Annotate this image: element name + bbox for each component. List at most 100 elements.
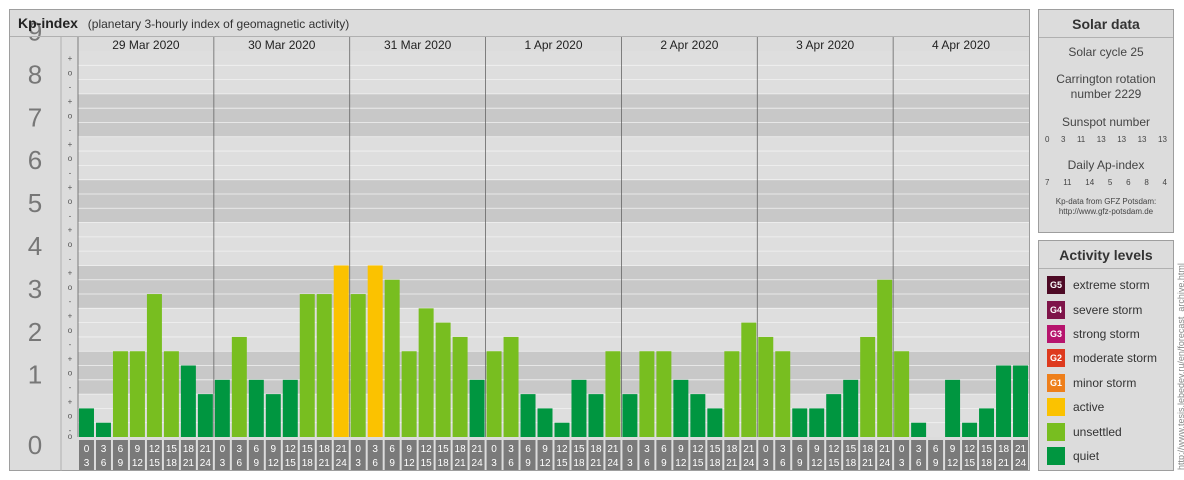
- interval-start-label: 12: [421, 444, 433, 455]
- kp-bar: [554, 422, 570, 437]
- kp-bar: [452, 336, 468, 437]
- interval-box: [401, 440, 417, 470]
- activity-level-item: unsettled: [1039, 419, 1173, 443]
- ap-index-value: 8: [1144, 178, 1149, 187]
- interval-box: [95, 440, 111, 470]
- kp-bar: [724, 351, 740, 437]
- interval-start-label: 6: [661, 444, 667, 455]
- interval-box: [214, 440, 230, 470]
- y-tick-label: 0: [28, 430, 42, 460]
- solar-cycle: Solar cycle 25: [1068, 45, 1144, 59]
- minor-tick-label: o: [68, 111, 73, 120]
- interval-start-label: 18: [726, 444, 738, 455]
- minor-tick-label: -: [69, 297, 72, 306]
- interval-start-label: 18: [998, 444, 1010, 455]
- interval-box: [894, 440, 910, 470]
- interval-box: [452, 440, 468, 470]
- interval-end-label: 6: [644, 458, 650, 469]
- interval-start-label: 9: [678, 444, 684, 455]
- activity-level-swatch: [1047, 422, 1065, 441]
- kp-index-panel: 0 1 2 3 4 5 6 7 8 9 + o - + o - + o - + o - + o - + o - + o - + o - + o - o 29…: [9, 9, 1030, 471]
- y-tick-label: 4: [28, 231, 42, 261]
- interval-box: [877, 440, 893, 470]
- interval-box: [469, 440, 485, 470]
- kp-bar: [197, 394, 213, 437]
- kp-bar: [299, 294, 315, 437]
- interval-end-label: 21: [455, 458, 467, 469]
- kp-bar: [639, 351, 655, 437]
- interval-box: [554, 440, 570, 470]
- interval-end-label: 18: [438, 458, 450, 469]
- interval-start-label: 15: [166, 444, 178, 455]
- kp-bar: [384, 279, 400, 437]
- interval-start-label: 9: [135, 444, 141, 455]
- interval-end-label: 15: [421, 458, 433, 469]
- interval-end-label: 6: [508, 458, 514, 469]
- interval-end-label: 24: [607, 458, 619, 469]
- interval-box: [928, 440, 944, 470]
- kp-bar: [418, 308, 434, 437]
- interval-end-label: 15: [149, 458, 161, 469]
- interval-box: [537, 440, 553, 470]
- interval-end-label: 18: [981, 458, 993, 469]
- interval-end-label: 18: [573, 458, 585, 469]
- interval-start-label: 21: [472, 444, 484, 455]
- interval-box: [571, 440, 587, 470]
- kp-bar: [350, 294, 366, 437]
- minor-tick-label: -: [69, 126, 72, 135]
- interval-end-label: 21: [319, 458, 331, 469]
- interval-end-label: 9: [118, 458, 124, 469]
- kp-bar: [231, 336, 247, 437]
- day-label: 3 Apr 2020: [796, 38, 854, 52]
- interval-end-label: 9: [661, 458, 667, 469]
- interval-box: [163, 440, 179, 470]
- interval-end-label: 18: [302, 458, 314, 469]
- interval-end-label: 21: [998, 458, 1010, 469]
- interval-end-label: 12: [947, 458, 959, 469]
- minor-tick-label: -: [69, 340, 72, 349]
- interval-end-label: 24: [879, 458, 891, 469]
- ap-index-value: 14: [1085, 178, 1095, 187]
- interval-box: [945, 440, 961, 470]
- interval-end-label: 24: [1015, 458, 1027, 469]
- kp-bar: [129, 351, 145, 437]
- interval-start-label: 0: [220, 444, 226, 455]
- kp-band: [78, 51, 1029, 94]
- minor-tick-label: +: [68, 354, 73, 363]
- activity-level-item: G1 minor storm: [1039, 371, 1173, 395]
- kp-bar: [588, 394, 604, 437]
- interval-start-label: 15: [302, 444, 314, 455]
- activity-level-label: severe storm: [1073, 302, 1143, 317]
- chart-title: Kp-index: [18, 15, 78, 31]
- carrington-rotation-line1: Carrington rotation: [1056, 72, 1156, 86]
- interval-box: [996, 440, 1012, 470]
- kp-bar: [282, 379, 298, 437]
- kp-bar: [486, 351, 502, 437]
- interval-start-label: 18: [862, 444, 874, 455]
- kp-band: [78, 222, 1029, 266]
- kp-bar: [894, 351, 910, 437]
- interval-end-label: 24: [200, 458, 212, 469]
- minor-tick-label: o: [68, 240, 73, 249]
- interval-start-label: 0: [763, 444, 769, 455]
- kp-bar: [877, 279, 893, 437]
- interval-box: [367, 440, 383, 470]
- interval-box: [350, 440, 366, 470]
- interval-end-label: 3: [355, 458, 361, 469]
- solar-data-panel: Solar data Solar cycle 25 Carrington rot…: [1038, 9, 1174, 233]
- activity-level-item: quiet: [1039, 444, 1173, 468]
- interval-box: [520, 440, 536, 470]
- minor-tick-label: -: [69, 383, 72, 392]
- day-label: 2 Apr 2020: [660, 38, 718, 52]
- kp-bar: [996, 365, 1012, 437]
- day-label: 1 Apr 2020: [524, 38, 582, 52]
- activity-level-swatch: G5: [1047, 276, 1065, 295]
- interval-start-label: 15: [573, 444, 585, 455]
- interval-end-label: 18: [166, 458, 178, 469]
- interval-box: [962, 440, 978, 470]
- activity-level-item: G5 extreme storm: [1039, 273, 1173, 297]
- interval-box: [690, 440, 706, 470]
- kp-band: [78, 136, 1029, 180]
- kp-bar: [826, 394, 842, 437]
- interval-start-label: 18: [590, 444, 602, 455]
